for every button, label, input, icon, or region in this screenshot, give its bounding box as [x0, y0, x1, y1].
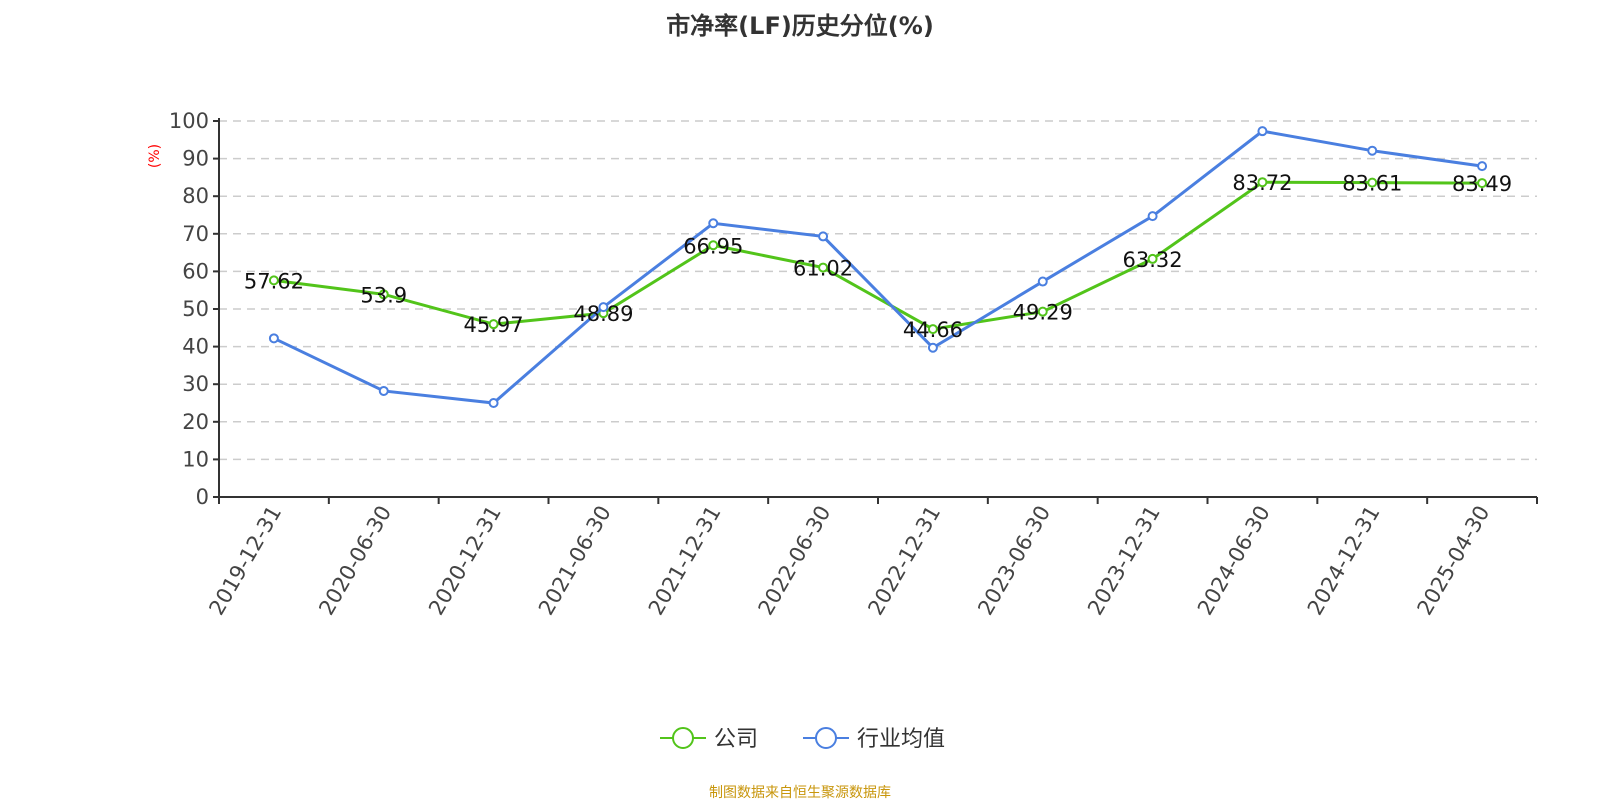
y-tick-label: 0: [196, 485, 209, 509]
x-tick-label: 2021-06-30: [534, 502, 616, 620]
y-tick-label: 30: [182, 372, 209, 396]
data-point: [1367, 145, 1378, 156]
data-point: [927, 342, 938, 353]
data-point: [927, 324, 938, 335]
y-tick-label: 70: [182, 222, 209, 246]
data-label: 57.62: [244, 269, 304, 293]
y-axis-label: (%): [147, 144, 163, 168]
data-point: [268, 333, 279, 344]
chart-title: 市净率(LF)历史分位(%): [666, 12, 934, 40]
legend-item[interactable]: 行业均值: [857, 727, 945, 752]
data-point: [268, 275, 279, 286]
data-point: [378, 385, 389, 396]
y-tick-label: 50: [182, 297, 209, 321]
legend-marker: [815, 727, 837, 749]
x-tick-label: 2019-12-31: [204, 502, 286, 620]
data-label: 66.95: [683, 234, 743, 258]
data-point: [1477, 161, 1488, 172]
data-label: 63.32: [1123, 248, 1183, 272]
data-label: 61.02: [793, 257, 853, 281]
y-tick-label: 100: [169, 109, 209, 133]
data-label: 45.97: [464, 313, 524, 337]
data-label: 53.9: [360, 283, 407, 307]
data-label: 48.89: [573, 302, 633, 326]
data-point: [1037, 306, 1048, 317]
data-point: [1147, 253, 1158, 264]
data-label: 44.66: [903, 318, 963, 342]
data-point: [708, 218, 719, 229]
data-label: 49.29: [1013, 301, 1073, 325]
data-point: [1477, 178, 1488, 189]
data-label: 83.72: [1232, 171, 1292, 195]
data-point: [488, 319, 499, 330]
data-point: [488, 398, 499, 408]
legend-item[interactable]: 公司: [714, 727, 758, 752]
data-point: [1257, 126, 1268, 137]
data-label: 83.49: [1452, 172, 1512, 196]
x-tick-label: 2023-12-31: [1083, 502, 1165, 620]
data-point: [1037, 276, 1048, 287]
data-point: [1147, 211, 1158, 222]
y-tick-label: 10: [182, 447, 209, 471]
data-point: [378, 289, 389, 300]
data-label: 83.61: [1342, 172, 1402, 196]
data-source-footer: 制图数据来自恒生聚源数据库: [709, 785, 891, 801]
data-point: [598, 302, 609, 313]
legend-marker: [672, 727, 694, 749]
series-line-行业均值: [273, 129, 1483, 405]
y-tick-label: 60: [182, 259, 209, 283]
data-point: [818, 231, 829, 242]
y-tick-label: 80: [182, 184, 209, 208]
y-tick-label: 40: [182, 335, 209, 359]
x-tick-label: 2023-06-30: [973, 502, 1055, 620]
data-point: [1257, 177, 1268, 188]
data-point: [1367, 177, 1378, 188]
x-tick-label: 2020-06-30: [314, 502, 396, 620]
y-tick-label: 90: [182, 147, 209, 171]
x-tick-label: 2022-06-30: [754, 502, 836, 620]
series-line-公司: [273, 180, 1483, 331]
data-point: [818, 262, 829, 273]
x-tick-label: 2020-12-31: [424, 502, 506, 620]
x-tick-label: 2025-04-30: [1413, 502, 1495, 620]
x-tick-label: 2024-12-31: [1303, 502, 1385, 620]
x-tick-label: 2021-12-31: [644, 502, 726, 620]
data-point: [708, 240, 719, 251]
x-tick-label: 2024-06-30: [1193, 502, 1275, 620]
x-tick-label: 2022-12-31: [863, 502, 945, 620]
y-tick-label: 20: [182, 410, 209, 434]
